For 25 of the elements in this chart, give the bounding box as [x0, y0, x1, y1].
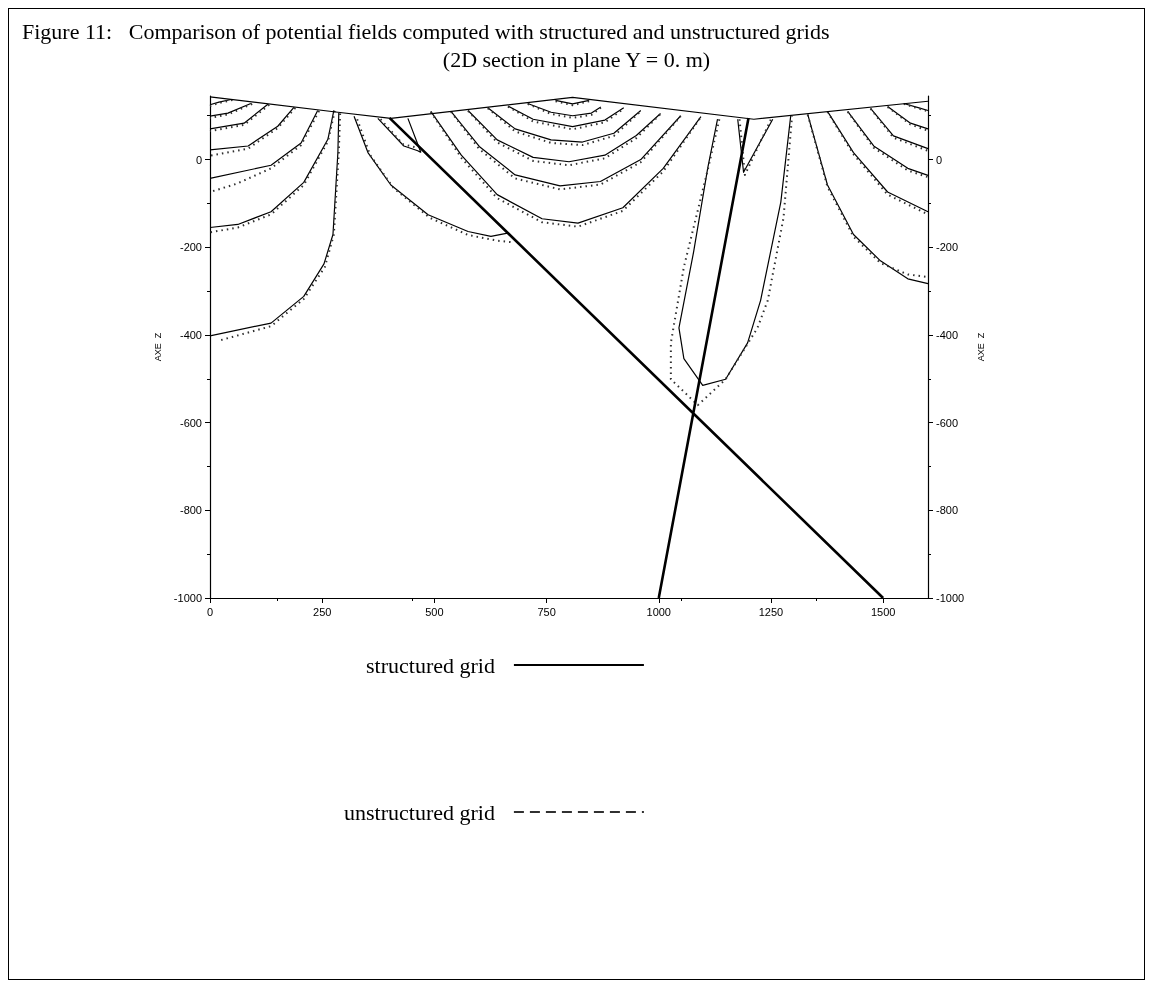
- y-tick-label: -800: [179, 504, 202, 517]
- y2-tick-label: -600: [936, 416, 959, 429]
- x-tick-label: 250: [313, 605, 332, 618]
- x-tick-label: 1000: [646, 605, 671, 618]
- y-tick-label: -200: [179, 241, 202, 254]
- y-tick-label: -1000: [173, 592, 202, 604]
- legend-label: unstructured grid: [344, 799, 495, 825]
- y2-tick-label: 0: [936, 153, 943, 166]
- y2-tick-label: -200: [936, 241, 959, 254]
- chart-subtitle: (2D section in plane Y = 0. m): [442, 46, 711, 72]
- y-tick-label: 0: [195, 153, 202, 166]
- chart-title: Figure 11: Comparison of potential fields computed with structured and unstructured grids: [22, 18, 830, 44]
- y-tick-label: -600: [179, 416, 202, 429]
- y2-tick-label: -800: [936, 504, 959, 517]
- y2-tick-label: -1000: [936, 592, 965, 604]
- x-tick-label: 500: [425, 605, 444, 618]
- x-tick-label: 750: [537, 605, 556, 618]
- y2-tick-label: -400: [936, 328, 959, 341]
- x-tick-label: 1500: [870, 605, 896, 618]
- x-tick-label: 1250: [758, 605, 784, 618]
- x-tick-label: 0: [206, 605, 214, 618]
- y2-axis-title: AXE Z: [975, 332, 986, 362]
- y-tick-label: -400: [179, 328, 202, 341]
- y-axis-title: AXE Z: [153, 332, 164, 362]
- legend-label: structured grid: [366, 652, 495, 678]
